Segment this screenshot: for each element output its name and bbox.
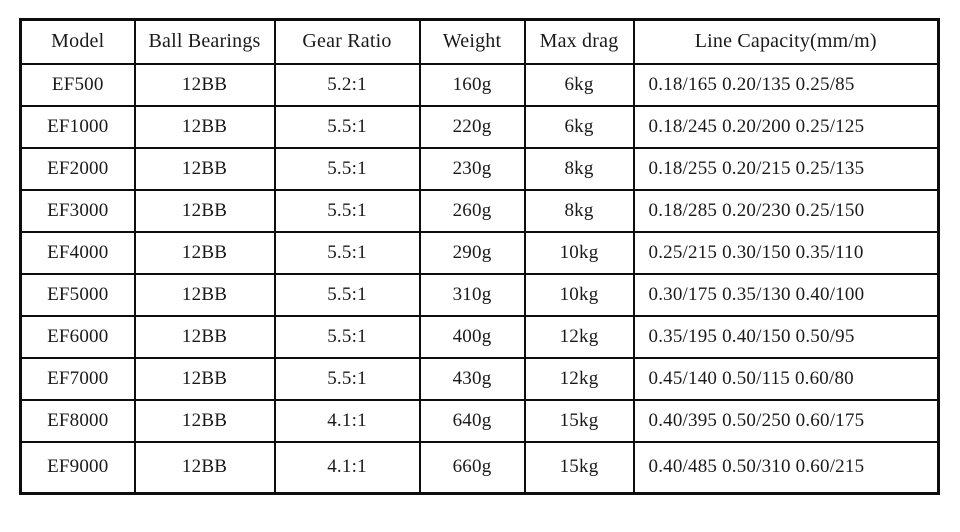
cell-line-capacity: 0.35/195 0.40/150 0.50/95 bbox=[632, 314, 940, 359]
cell-gear-ratio: 5.5:1 bbox=[273, 188, 421, 233]
cell-model: EF2000 bbox=[19, 146, 136, 191]
cell-line-capacity: 0.40/485 0.50/310 0.60/215 bbox=[632, 440, 940, 495]
cell-line-capacity: 0.18/285 0.20/230 0.25/150 bbox=[632, 188, 940, 233]
cell-weight: 430g bbox=[418, 356, 526, 401]
header-row: Model Ball Bearings Gear Ratio Weight Ma… bbox=[19, 18, 940, 65]
cell-line-capacity: 0.18/255 0.20/215 0.25/135 bbox=[632, 146, 940, 191]
cell-ball-bearings: 12BB bbox=[133, 146, 276, 191]
cell-weight: 160g bbox=[418, 62, 526, 107]
cell-model: EF7000 bbox=[19, 356, 136, 401]
table-row: EF4000 12BB 5.5:1 290g 10kg 0.25/215 0.3… bbox=[19, 230, 940, 275]
header-max-drag: Max drag bbox=[523, 18, 635, 65]
cell-max-drag: 15kg bbox=[523, 440, 635, 495]
cell-ball-bearings: 12BB bbox=[133, 230, 276, 275]
cell-max-drag: 10kg bbox=[523, 230, 635, 275]
cell-max-drag: 15kg bbox=[523, 398, 635, 443]
cell-max-drag: 8kg bbox=[523, 188, 635, 233]
table-row: EF9000 12BB 4.1:1 660g 15kg 0.40/485 0.5… bbox=[19, 440, 940, 495]
cell-gear-ratio: 5.5:1 bbox=[273, 146, 421, 191]
table-row: EF6000 12BB 5.5:1 400g 12kg 0.35/195 0.4… bbox=[19, 314, 940, 359]
cell-ball-bearings: 12BB bbox=[133, 398, 276, 443]
cell-weight: 290g bbox=[418, 230, 526, 275]
table-row: EF5000 12BB 5.5:1 310g 10kg 0.30/175 0.3… bbox=[19, 272, 940, 317]
cell-model: EF4000 bbox=[19, 230, 136, 275]
cell-gear-ratio: 5.2:1 bbox=[273, 62, 421, 107]
header-gear-ratio: Gear Ratio bbox=[273, 18, 421, 65]
cell-max-drag: 6kg bbox=[523, 62, 635, 107]
cell-model: EF5000 bbox=[19, 272, 136, 317]
cell-line-capacity: 0.45/140 0.50/115 0.60/80 bbox=[632, 356, 940, 401]
cell-model: EF3000 bbox=[19, 188, 136, 233]
cell-weight: 220g bbox=[418, 104, 526, 149]
cell-model: EF1000 bbox=[19, 104, 136, 149]
table-row: EF8000 12BB 4.1:1 640g 15kg 0.40/395 0.5… bbox=[19, 398, 940, 443]
cell-line-capacity: 0.40/395 0.50/250 0.60/175 bbox=[632, 398, 940, 443]
cell-weight: 640g bbox=[418, 398, 526, 443]
cell-weight: 310g bbox=[418, 272, 526, 317]
cell-max-drag: 12kg bbox=[523, 356, 635, 401]
cell-ball-bearings: 12BB bbox=[133, 314, 276, 359]
cell-weight: 230g bbox=[418, 146, 526, 191]
cell-gear-ratio: 5.5:1 bbox=[273, 104, 421, 149]
cell-gear-ratio: 4.1:1 bbox=[273, 440, 421, 495]
header-model: Model bbox=[19, 18, 136, 65]
cell-line-capacity: 0.25/215 0.30/150 0.35/110 bbox=[632, 230, 940, 275]
table-row: EF500 12BB 5.2:1 160g 6kg 0.18/165 0.20/… bbox=[19, 62, 940, 107]
reel-spec-table: Model Ball Bearings Gear Ratio Weight Ma… bbox=[19, 18, 940, 495]
header-weight: Weight bbox=[418, 18, 526, 65]
cell-gear-ratio: 5.5:1 bbox=[273, 230, 421, 275]
table-row: EF2000 12BB 5.5:1 230g 8kg 0.18/255 0.20… bbox=[19, 146, 940, 191]
cell-ball-bearings: 12BB bbox=[133, 188, 276, 233]
cell-gear-ratio: 5.5:1 bbox=[273, 314, 421, 359]
cell-ball-bearings: 12BB bbox=[133, 440, 276, 495]
cell-model: EF6000 bbox=[19, 314, 136, 359]
cell-model: EF9000 bbox=[19, 440, 136, 495]
cell-weight: 660g bbox=[418, 440, 526, 495]
cell-model: EF8000 bbox=[19, 398, 136, 443]
cell-max-drag: 12kg bbox=[523, 314, 635, 359]
table-row: EF7000 12BB 5.5:1 430g 12kg 0.45/140 0.5… bbox=[19, 356, 940, 401]
cell-weight: 400g bbox=[418, 314, 526, 359]
table-row: EF1000 12BB 5.5:1 220g 6kg 0.18/245 0.20… bbox=[19, 104, 940, 149]
cell-line-capacity: 0.30/175 0.35/130 0.40/100 bbox=[632, 272, 940, 317]
cell-max-drag: 8kg bbox=[523, 146, 635, 191]
table-row: EF3000 12BB 5.5:1 260g 8kg 0.18/285 0.20… bbox=[19, 188, 940, 233]
cell-max-drag: 6kg bbox=[523, 104, 635, 149]
cell-ball-bearings: 12BB bbox=[133, 104, 276, 149]
cell-line-capacity: 0.18/165 0.20/135 0.25/85 bbox=[632, 62, 940, 107]
cell-ball-bearings: 12BB bbox=[133, 62, 276, 107]
header-line-capacity: Line Capacity(mm/m) bbox=[632, 18, 940, 65]
cell-ball-bearings: 12BB bbox=[133, 272, 276, 317]
cell-ball-bearings: 12BB bbox=[133, 356, 276, 401]
cell-weight: 260g bbox=[418, 188, 526, 233]
header-ball-bearings: Ball Bearings bbox=[133, 18, 276, 65]
cell-model: EF500 bbox=[19, 62, 136, 107]
cell-line-capacity: 0.18/245 0.20/200 0.25/125 bbox=[632, 104, 940, 149]
cell-gear-ratio: 4.1:1 bbox=[273, 398, 421, 443]
cell-gear-ratio: 5.5:1 bbox=[273, 356, 421, 401]
cell-gear-ratio: 5.5:1 bbox=[273, 272, 421, 317]
cell-max-drag: 10kg bbox=[523, 272, 635, 317]
